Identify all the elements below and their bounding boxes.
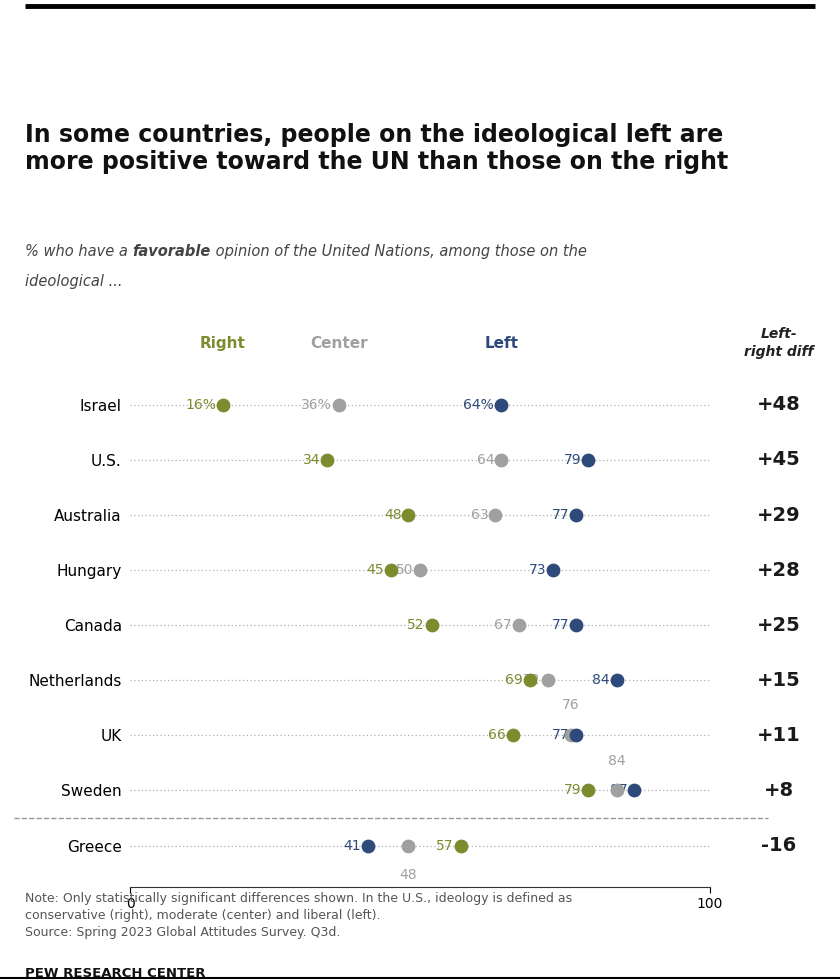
Text: 64: 64 — [476, 453, 494, 466]
Point — [489, 508, 502, 523]
Point — [581, 452, 595, 467]
Point — [454, 838, 467, 854]
Point — [361, 838, 375, 854]
Point — [495, 397, 508, 413]
Point — [564, 727, 577, 743]
Point — [547, 563, 560, 578]
Point — [512, 617, 525, 633]
Text: 69: 69 — [506, 673, 523, 687]
Text: % who have a: % who have a — [25, 244, 133, 259]
Text: 48: 48 — [400, 867, 417, 882]
Point — [385, 563, 398, 578]
Text: 77: 77 — [552, 508, 570, 522]
Text: 57: 57 — [436, 839, 454, 853]
Text: +11: +11 — [757, 726, 801, 745]
Text: 36%: 36% — [302, 398, 332, 412]
Text: Center: Center — [310, 335, 368, 351]
Text: 48: 48 — [384, 508, 402, 522]
Text: In some countries, people on the ideological left are
more positive toward the U: In some countries, people on the ideolog… — [25, 122, 728, 174]
Point — [541, 672, 554, 688]
Text: 52: 52 — [407, 618, 425, 632]
Text: 73: 73 — [529, 564, 546, 577]
Text: 79: 79 — [564, 453, 581, 466]
Point — [413, 563, 427, 578]
Point — [495, 452, 508, 467]
Text: 16%: 16% — [185, 398, 216, 412]
Text: 50: 50 — [396, 564, 413, 577]
Text: +29: +29 — [758, 506, 801, 524]
Text: Left-
right diff: Left- right diff — [744, 327, 814, 359]
Text: 72: 72 — [523, 673, 541, 687]
Point — [627, 783, 641, 799]
Text: favorable: favorable — [133, 244, 211, 259]
Point — [581, 783, 595, 799]
Point — [611, 783, 624, 799]
Text: PEW RESEARCH CENTER: PEW RESEARCH CENTER — [25, 967, 206, 980]
Text: 84: 84 — [592, 673, 610, 687]
Text: +48: +48 — [757, 395, 801, 415]
Point — [332, 397, 345, 413]
Text: 67: 67 — [494, 618, 512, 632]
Text: 77: 77 — [552, 618, 570, 632]
Text: 45: 45 — [366, 564, 384, 577]
Text: -16: -16 — [762, 836, 796, 856]
Text: opinion of the United Nations, among those on the: opinion of the United Nations, among tho… — [211, 244, 587, 259]
Point — [402, 838, 415, 854]
Text: Left: Left — [484, 335, 518, 351]
Point — [611, 672, 624, 688]
Text: ideological ...: ideological ... — [25, 274, 123, 289]
Text: +8: +8 — [764, 781, 794, 800]
Text: 79: 79 — [564, 783, 581, 798]
Point — [425, 617, 438, 633]
Text: 87: 87 — [610, 783, 627, 798]
Text: +28: +28 — [757, 561, 801, 579]
Text: 84: 84 — [608, 755, 626, 768]
Text: Right: Right — [200, 335, 246, 351]
Text: Note: Only statistically significant differences shown. In the U.S., ideology is: Note: Only statistically significant dif… — [25, 892, 572, 939]
Text: +15: +15 — [757, 670, 801, 690]
Point — [402, 508, 415, 523]
Point — [570, 508, 583, 523]
Point — [570, 727, 583, 743]
Text: 41: 41 — [344, 839, 361, 853]
Text: 63: 63 — [470, 508, 488, 522]
Point — [321, 452, 334, 467]
Text: 66: 66 — [488, 728, 506, 743]
Point — [216, 397, 229, 413]
Text: 77: 77 — [552, 728, 570, 743]
Point — [523, 672, 537, 688]
Text: 76: 76 — [562, 699, 580, 712]
Point — [570, 617, 583, 633]
Text: 64%: 64% — [464, 398, 494, 412]
Text: +45: +45 — [757, 451, 801, 469]
Text: 34: 34 — [302, 453, 320, 466]
Point — [506, 727, 519, 743]
Text: +25: +25 — [757, 615, 801, 635]
